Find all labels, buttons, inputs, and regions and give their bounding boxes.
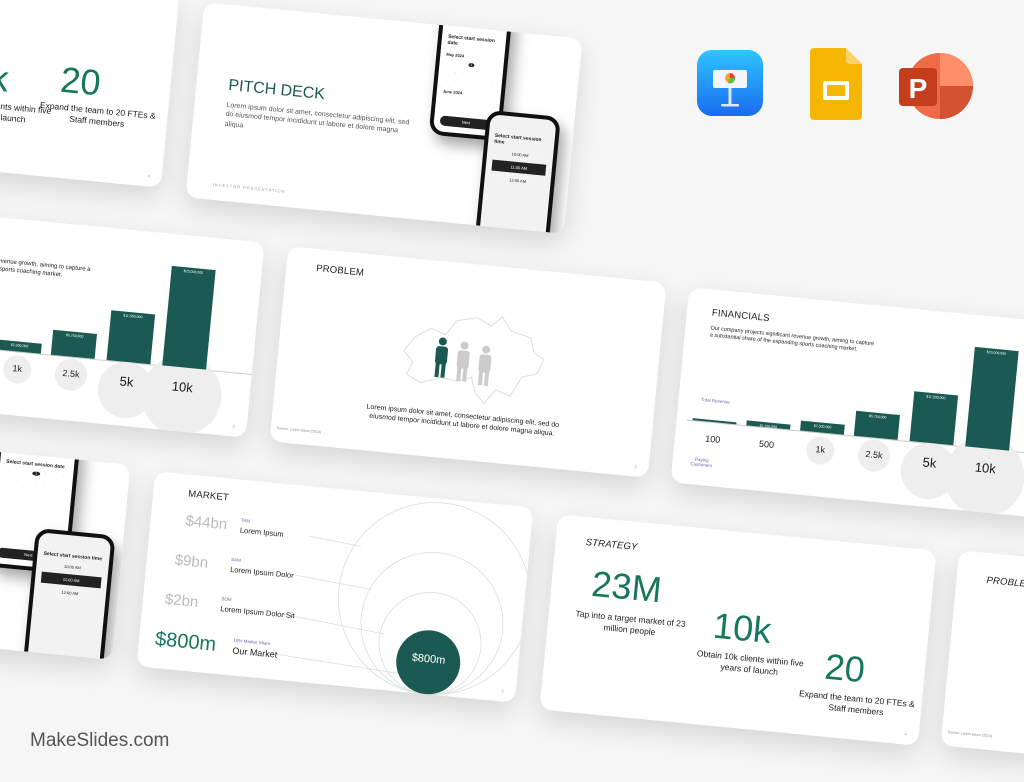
phone-month: June 2024: [442, 88, 463, 96]
slide-problem[interactable]: PROBLEM Lorem ipsum dolor sit amet, cons…: [269, 246, 667, 478]
slide-pitch-deck[interactable]: PITCH DECK Lorem ipsum dolor sit amet, c…: [185, 2, 583, 234]
revenue-bar: $2,300,000: [0, 339, 42, 354]
problem-title: PROBLEM: [315, 263, 365, 279]
phone-time-mockup: Select start session time 10:00 AM 11:00…: [22, 527, 116, 660]
financials-body: Our company projects significant revenue…: [0, 249, 91, 279]
selected-day[interactable]: 1: [468, 62, 475, 68]
slide-problem-partial[interactable]: PROBLEM Source: Lorem Ipsum (2024): [940, 550, 1024, 782]
page-number: 2: [634, 463, 638, 469]
problem-source: Source: Lorem Ipsum (2024): [276, 425, 322, 435]
phone-month: May 2024: [446, 51, 465, 59]
slide-market[interactable]: MARKET $800m $44bn TAM Lorem Ipsum $9bn …: [136, 471, 534, 703]
problem-title: PROBLEM: [985, 575, 1024, 591]
revenue-bar: $23,000,000: [965, 346, 1019, 451]
market-circles: [268, 502, 531, 695]
customer-count-label: 100: [704, 433, 721, 445]
financials-title: FINANCIALS: [711, 307, 771, 325]
phone-time-mockup: Select start session time 10:00 AM 11:00…: [473, 109, 561, 234]
sam-value: $9bn: [174, 551, 209, 572]
pitch-body: Lorem ipsum dolor sit amet, consectetur …: [224, 101, 410, 135]
customer-count-label: 10k: [171, 378, 194, 396]
page-number: 5: [501, 688, 505, 694]
page-number: 4: [904, 731, 908, 737]
sam-key: SAM: [230, 556, 242, 563]
keynote-icon: [697, 50, 763, 116]
page-number: 4: [147, 173, 151, 179]
powerpoint-icon: P: [898, 52, 974, 120]
som-key: SOM: [221, 596, 232, 603]
stat-value: 10k: [711, 604, 774, 652]
slide-financials-partial[interactable]: Our company projects significant revenue…: [0, 206, 265, 438]
market-bubble: [396, 630, 461, 695]
stat-text: Expand the team to 20 FTEs & Staff membe…: [798, 688, 916, 718]
selected-day[interactable]: 1: [32, 471, 40, 476]
customers-label: Paying Customers: [690, 456, 713, 469]
revenue-bar: $2,300,000: [800, 420, 845, 435]
financials-body: Our company projects significant revenue…: [709, 325, 875, 354]
revenue-bar: $5,750,000: [853, 410, 900, 440]
phone-next-button[interactable]: Next: [439, 115, 493, 131]
revenue-bar: $5,750,000: [50, 329, 97, 359]
customer-count-label: 2.5k: [865, 448, 884, 461]
slide-strategy-partial[interactable]: 10k Obtain 10k clients within five years…: [0, 0, 180, 188]
phone-title: Select start session date: [447, 33, 496, 47]
pitch-footer: INVESTOR PRESENTATION: [212, 181, 286, 194]
customer-count-label: 1k: [12, 363, 23, 374]
strategy-title: STRATEGY: [585, 537, 639, 553]
brand-watermark: MakeSlides.com: [30, 730, 170, 751]
slide-app-mockup-partial[interactable]: Select start session date · · · 1 · · · · · · · · · ·…: [0, 428, 131, 660]
problem-source: Source: Lorem Ipsum (2024): [947, 729, 993, 739]
stat-value: 20: [58, 58, 103, 104]
stat-value: 23M: [589, 562, 664, 611]
page-number: 3: [232, 423, 236, 429]
revenue-bar: $23,000,000: [162, 265, 216, 370]
calendar-grid: 1 · · · · · · · · · · · · · · · · ·: [445, 62, 496, 88]
slide-strategy[interactable]: STRATEGY 23M Tap into a target market of…: [539, 514, 937, 746]
customer-count-label: 1k: [815, 444, 826, 455]
revenue-chart: $230,000100$1,150,000500$2,300,0001k$5,7…: [0, 206, 265, 438]
pitch-title: PITCH DECK: [227, 76, 326, 104]
customer-count-label: 5k: [922, 454, 938, 471]
stat-text: Tap into a target market of 23 million p…: [575, 608, 687, 638]
calendar-grid: · · · 1 · · · · · · · · · ·: [7, 468, 65, 488]
stat-text: Obtain 10k clients within five years of …: [696, 648, 805, 678]
customer-count-label: 5k: [119, 373, 135, 390]
customer-count-label: 500: [758, 438, 775, 451]
revenue-bar: $11,500,000: [106, 310, 156, 365]
tam-key: TAM: [240, 517, 251, 524]
stat-value: 20: [822, 645, 867, 691]
customer-count-label: 2.5k: [62, 367, 81, 380]
google-slides-icon: [810, 48, 862, 120]
person-icon-highlighted: [434, 337, 449, 378]
powerpoint-letter: P: [909, 73, 928, 104]
person-icon: [477, 345, 492, 387]
som-value: $2bn: [164, 590, 200, 611]
map-outline-icon: [403, 316, 545, 405]
stat-value: 10k: [0, 53, 11, 100]
revenue-label: Total Revenue: [700, 396, 731, 405]
revenue-bar: $1,150,000: [746, 420, 791, 430]
slide-financials[interactable]: FINANCIALS Our company projects signific…: [670, 287, 1024, 519]
customer-count-label: 10k: [974, 459, 997, 477]
revenue-bar: $11,500,000: [909, 391, 959, 446]
person-icon: [456, 341, 470, 382]
